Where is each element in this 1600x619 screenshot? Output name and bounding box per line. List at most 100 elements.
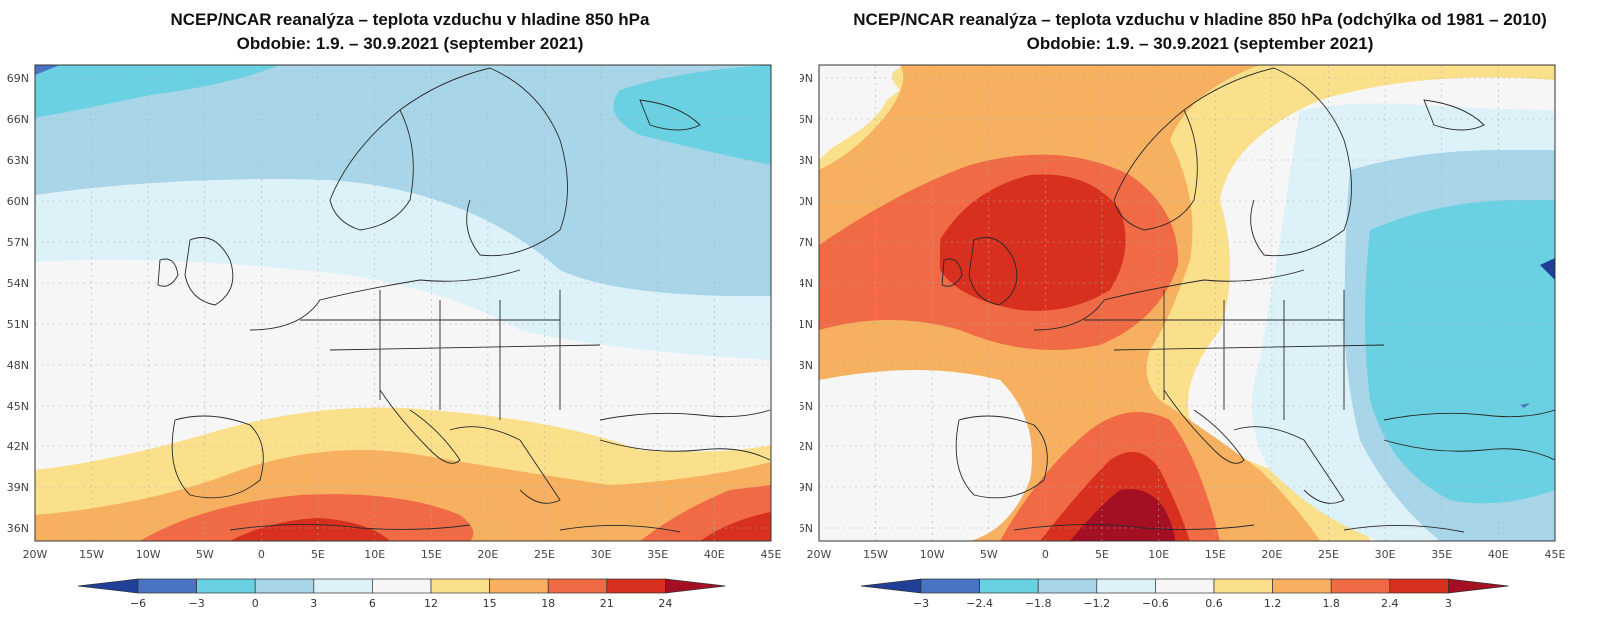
left-lon-label: 35E [647,548,668,561]
left-lon-label: 5E [311,548,325,561]
left-colorbar-label: 6 [369,597,376,610]
right-colorbar-swatch [1037,578,1098,594]
left-lon-label: 15E [421,548,442,561]
right-colorbar-swatch [1389,578,1449,594]
right-colorbar: −3 −2.4 −1.8 −1.2 −0.6 0.6 1.2 1.8 2.4 3 [860,578,1509,610]
right-lon-label: 20W [807,548,832,561]
left-lon-label: 20W [23,548,48,561]
right-lon-label: 5E [1095,548,1109,561]
right-lat-label: 63N [800,154,813,167]
left-coastlines [157,67,771,533]
left-colorbar-swatch [137,578,197,594]
right-lat-axis: 69N 66N 63N 60N 57N 54N 51N 48N 45N 42N … [800,72,813,535]
left-lat-label: 57N [7,236,29,249]
left-lat-axis: 69N 66N 63N 60N 57N 54N 51N 48N 45N 42N … [7,72,29,535]
right-lon-label: 25E [1318,548,1339,561]
left-colorbar-label: 3 [310,597,317,610]
left-lat-label: 54N [7,277,29,290]
left-colorbar-label: −3 [188,597,204,610]
right-lat-label: 42N [800,440,813,453]
right-lat-label: 60N [800,195,813,208]
left-lat-label: 63N [7,154,29,167]
right-lon-label: 15W [863,548,888,561]
right-lat-label: 48N [800,359,813,372]
right-colorbar-swatch [1213,578,1273,594]
left-lon-label: 20E [477,548,498,561]
left-colorbar-label: −6 [130,597,146,610]
left-lon-label: 45E [761,548,782,561]
left-map-title: NCEP/NCAR reanalýza – teplota vzduchu v … [40,8,780,56]
left-colorbar-label: 12 [424,597,438,610]
right-lon-label: 35E [1431,548,1452,561]
right-lon-label: 5W [980,548,998,561]
right-lat-label: 57N [800,236,813,249]
left-colorbar-label: 24 [658,597,672,610]
left-map-frame [34,64,772,542]
right-colorbar-swatch [920,578,980,594]
right-lon-label: 10E [1148,548,1169,561]
right-lon-label: 30E [1375,548,1396,561]
right-map-title: NCEP/NCAR reanalýza – teplota vzduchu v … [800,8,1600,56]
right-colorbar-swatch [1330,578,1391,594]
left-lon-label: 15W [79,548,104,561]
right-lat-label: 51N [800,318,813,331]
right-coastlines [941,67,1555,533]
left-lat-label: 48N [7,359,29,372]
left-colorbar-swatch [430,578,490,594]
right-map-svg: 69N 66N 63N 60N 57N 54N 51N 48N 45N 42N … [800,64,1566,610]
right-lon-label: 10W [920,548,945,561]
left-lon-label: 40E [704,548,725,561]
left-lat-label: 60N [7,195,29,208]
left-colorbar-label: 15 [483,597,497,610]
left-lon-label: 0 [258,548,265,561]
left-lat-label: 42N [7,440,29,453]
left-map-svg: 69N 66N 63N 60N 57N 54N 51N 48N 45N 42N … [7,64,782,610]
left-colorbar-swatch [254,578,315,594]
right-colorbar-label: −2.4 [966,597,993,610]
right-lon-label: 20E [1261,548,1282,561]
left-colorbar-max-triangle [665,578,726,594]
right-colorbar-label: 2.4 [1381,597,1399,610]
right-lat-label: 39N [800,481,813,494]
right-colorbar-label: 3 [1445,597,1452,610]
left-colorbar: −6 −3 0 3 6 12 15 18 21 24 [77,578,726,610]
right-title-line1: NCEP/NCAR reanalýza – teplota vzduchu v … [853,10,1547,29]
right-colorbar-swatch [1155,578,1215,594]
right-colorbar-label: 1.8 [1322,597,1340,610]
right-lat-label: 66N [800,113,813,126]
right-map-panel: NCEP/NCAR reanalýza – teplota vzduchu v … [800,0,1600,619]
right-lat-label: 45N [800,400,813,413]
right-lon-label: 40E [1488,548,1509,561]
left-lat-label: 39N [7,481,29,494]
right-map-frame [818,64,1556,542]
left-lon-label: 30E [591,548,612,561]
left-lat-label: 45N [7,400,29,413]
left-lon-label: 10W [136,548,161,561]
right-colorbar-label: 1.2 [1264,597,1282,610]
right-colorbar-swatch [1096,578,1156,594]
right-lat-label: 54N [800,277,813,290]
left-lat-label: 66N [7,113,29,126]
left-colorbar-label: 18 [541,597,555,610]
right-colorbar-label: 0.6 [1205,597,1223,610]
right-colorbar-swatch [979,578,1039,594]
right-colorbar-label: −1.2 [1083,597,1110,610]
right-lon-label: 0 [1042,548,1049,561]
left-title-line1: NCEP/NCAR reanalýza – teplota vzduchu v … [170,10,650,29]
left-lat-label: 51N [7,318,29,331]
right-lon-label: 15E [1205,548,1226,561]
left-lon-axis: 20W 15W 10W 5W 0 5E 10E 15E 20E 25E 30E … [23,548,782,561]
left-lon-label: 10E [364,548,385,561]
right-lon-axis: 20W 15W 10W 5W 0 5E 10E 15E 20E 25E 30E … [807,548,1566,561]
right-lat-label: 36N [800,522,813,535]
left-lon-label: 5W [196,548,214,561]
left-lat-label: 69N [7,72,29,85]
right-colorbar-min-triangle [860,578,922,594]
right-title-line2: Obdobie: 1.9. – 30.9.2021 (september 202… [1026,34,1374,53]
left-colorbar-swatch [372,578,432,594]
left-colorbar-swatch [606,578,666,594]
left-lat-label: 36N [7,522,29,535]
right-colorbar-label: −1.8 [1025,597,1052,610]
right-lat-label: 69N [800,72,813,85]
left-colorbar-swatch [313,578,373,594]
